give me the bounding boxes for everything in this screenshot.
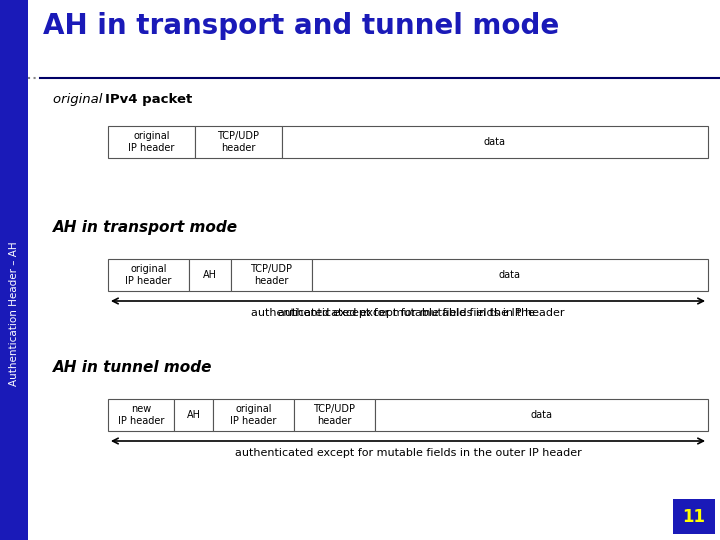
Bar [375, 399, 708, 431]
Bar [108, 259, 189, 291]
Bar [0, 0, 28, 540]
Bar [673, 499, 715, 534]
Text: authenticated except for mutable fields in the: authenticated except for mutable fields … [278, 308, 539, 318]
Text: data: data [499, 270, 521, 280]
Bar [294, 399, 375, 431]
Text: original: original [53, 93, 107, 106]
Text: data: data [484, 137, 506, 147]
Text: data: data [531, 410, 552, 420]
Bar [231, 259, 312, 291]
Text: TCP/UDP
header: TCP/UDP header [251, 264, 292, 286]
Text: authenticated except for mutable fields in the IP header: authenticated except for mutable fields … [251, 308, 564, 318]
Text: IPv4 packet: IPv4 packet [105, 93, 192, 106]
Text: original
IP header: original IP header [230, 404, 276, 426]
Bar [195, 126, 282, 158]
Bar [108, 126, 195, 158]
Bar [282, 126, 708, 158]
Text: Authentication Header – AH: Authentication Header – AH [9, 241, 19, 386]
Text: original
IP header: original IP header [128, 131, 175, 153]
Text: AH in transport and tunnel mode: AH in transport and tunnel mode [43, 12, 559, 40]
Text: AH in tunnel mode: AH in tunnel mode [53, 360, 212, 375]
Text: TCP/UDP
header: TCP/UDP header [313, 404, 356, 426]
Text: AH: AH [186, 410, 200, 420]
Text: original
IP header: original IP header [125, 264, 171, 286]
Text: AH: AH [203, 270, 217, 280]
Text: TCP/UDP
header: TCP/UDP header [217, 131, 259, 153]
Bar [108, 399, 174, 431]
Text: 11: 11 [683, 508, 706, 525]
Text: new
IP header: new IP header [118, 404, 164, 426]
Text: AH in transport mode: AH in transport mode [53, 220, 238, 235]
Bar [174, 399, 213, 431]
Text: authenticated except for mutable fields in the outer IP header: authenticated except for mutable fields … [235, 448, 581, 458]
Bar [213, 399, 294, 431]
Bar [189, 259, 231, 291]
Bar [312, 259, 708, 291]
